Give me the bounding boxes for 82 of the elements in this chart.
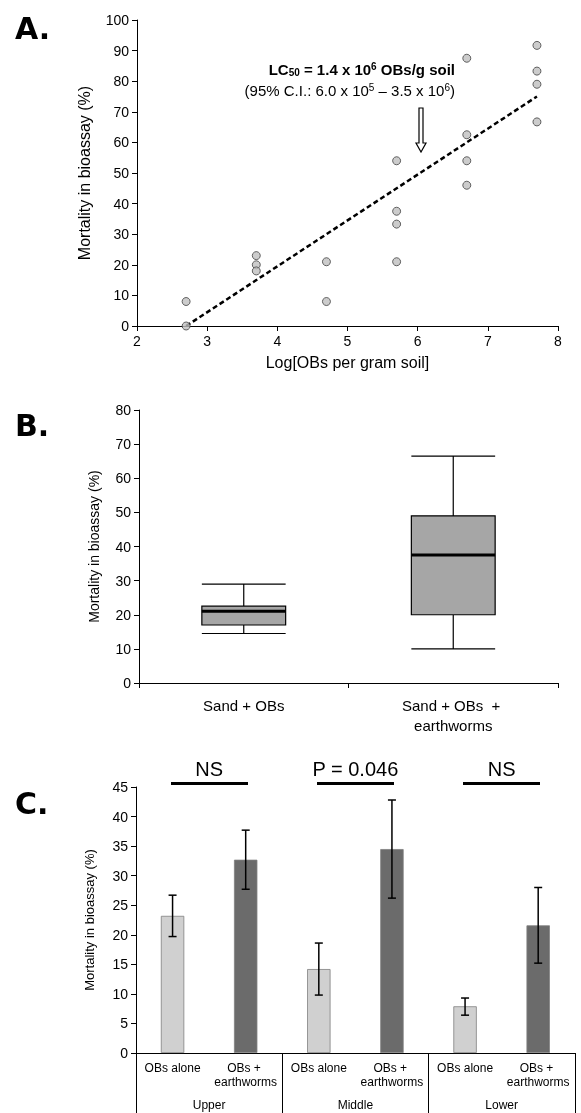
bar xyxy=(160,915,185,1053)
y-tick-label: 10 xyxy=(113,287,130,304)
y-tick-label: 20 xyxy=(112,926,129,943)
y-tick-label: 80 xyxy=(113,73,130,90)
y-tick-label: 30 xyxy=(112,867,129,884)
y-axis-title: Mortality in bioassay (%) xyxy=(86,470,102,623)
y-tick-label: 35 xyxy=(112,838,129,855)
point xyxy=(321,257,331,267)
text: OBs alone xyxy=(290,1061,347,1075)
point xyxy=(462,180,472,190)
y-tick-label: 20 xyxy=(113,256,130,273)
point xyxy=(392,206,402,216)
y-tick-label: 25 xyxy=(112,897,129,914)
x-tick-label: 3 xyxy=(203,333,212,349)
point xyxy=(462,53,472,63)
x-tick-label: 8 xyxy=(554,333,563,349)
x-tick-label: 6 xyxy=(413,333,422,349)
text: NS xyxy=(487,758,516,780)
y-tick-label: 10 xyxy=(112,985,129,1002)
point xyxy=(462,130,472,140)
point xyxy=(181,321,191,331)
y-tick-label: 0 xyxy=(123,675,132,691)
x-tick-label: 2 xyxy=(133,333,142,349)
x-tick-label: Upper xyxy=(192,1098,226,1112)
y-tick-label: 50 xyxy=(115,504,132,521)
x-tick-label: 5 xyxy=(343,333,352,349)
y-tick-label: 100 xyxy=(105,12,130,28)
y-tick-label: 90 xyxy=(113,42,130,59)
y-tick-label: 70 xyxy=(115,436,132,453)
x-tick-label: Lower xyxy=(485,1098,518,1112)
x-tick-label: Sand + OBs + earthworms xyxy=(401,696,505,734)
text: P = 0.046 xyxy=(312,758,399,780)
y-axis-title: Mortality in bioassay (%) xyxy=(75,85,93,261)
chart-title: B. xyxy=(15,407,50,443)
x-tick-label: Sand + OBs xyxy=(203,696,285,714)
point xyxy=(532,40,542,50)
y-tick-label: 60 xyxy=(113,134,130,151)
series-label: OBs alone xyxy=(144,1061,201,1075)
text: OBs + earthworms xyxy=(506,1061,570,1089)
point xyxy=(321,297,331,307)
y-tick-label: 15 xyxy=(112,956,129,973)
x-tick-label: 7 xyxy=(483,333,492,349)
point xyxy=(181,297,191,307)
y-tick-label: 10 xyxy=(115,640,132,657)
bar xyxy=(233,859,258,1053)
x-axis-title: Log[OBs per gram soil] xyxy=(265,353,430,371)
y-tick-label: 30 xyxy=(115,572,132,589)
y-tick-label: 40 xyxy=(112,808,129,825)
x-tick-label: Middle xyxy=(337,1098,374,1112)
text: NS xyxy=(195,758,224,780)
point xyxy=(532,79,542,89)
point xyxy=(392,156,402,166)
point xyxy=(251,251,261,261)
bar xyxy=(380,849,404,1053)
y-tick-label: 70 xyxy=(113,103,130,120)
y-tick-label: 80 xyxy=(115,402,132,418)
chart-title: A. xyxy=(15,10,51,46)
point xyxy=(392,257,402,267)
bar xyxy=(307,969,331,1053)
point xyxy=(532,117,542,127)
point xyxy=(462,156,472,166)
y-tick-label: 0 xyxy=(121,318,130,334)
y-tick-label: 20 xyxy=(115,606,132,623)
y-axis-title: Mortality in bioassay (%) xyxy=(82,849,97,991)
text: OBs + earthworms xyxy=(360,1061,424,1089)
y-tick-label: 40 xyxy=(113,195,130,212)
y-tick-label: 5 xyxy=(120,1015,129,1032)
text: OBs alone xyxy=(437,1061,494,1075)
point xyxy=(532,66,542,76)
y-tick-label: 0 xyxy=(120,1045,129,1061)
point xyxy=(392,219,402,229)
bar xyxy=(526,925,550,1053)
chart-title: C. xyxy=(15,785,49,821)
y-tick-label: 50 xyxy=(113,165,130,181)
point xyxy=(251,266,261,276)
series-label: OBs + earthworms xyxy=(214,1061,278,1089)
y-tick-label: 30 xyxy=(113,226,130,243)
x-tick-label: 4 xyxy=(273,333,282,349)
y-tick-label: 60 xyxy=(115,470,132,487)
y-tick-label: 45 xyxy=(112,779,129,795)
y-tick-label: 40 xyxy=(115,538,132,555)
bar xyxy=(453,1006,477,1053)
